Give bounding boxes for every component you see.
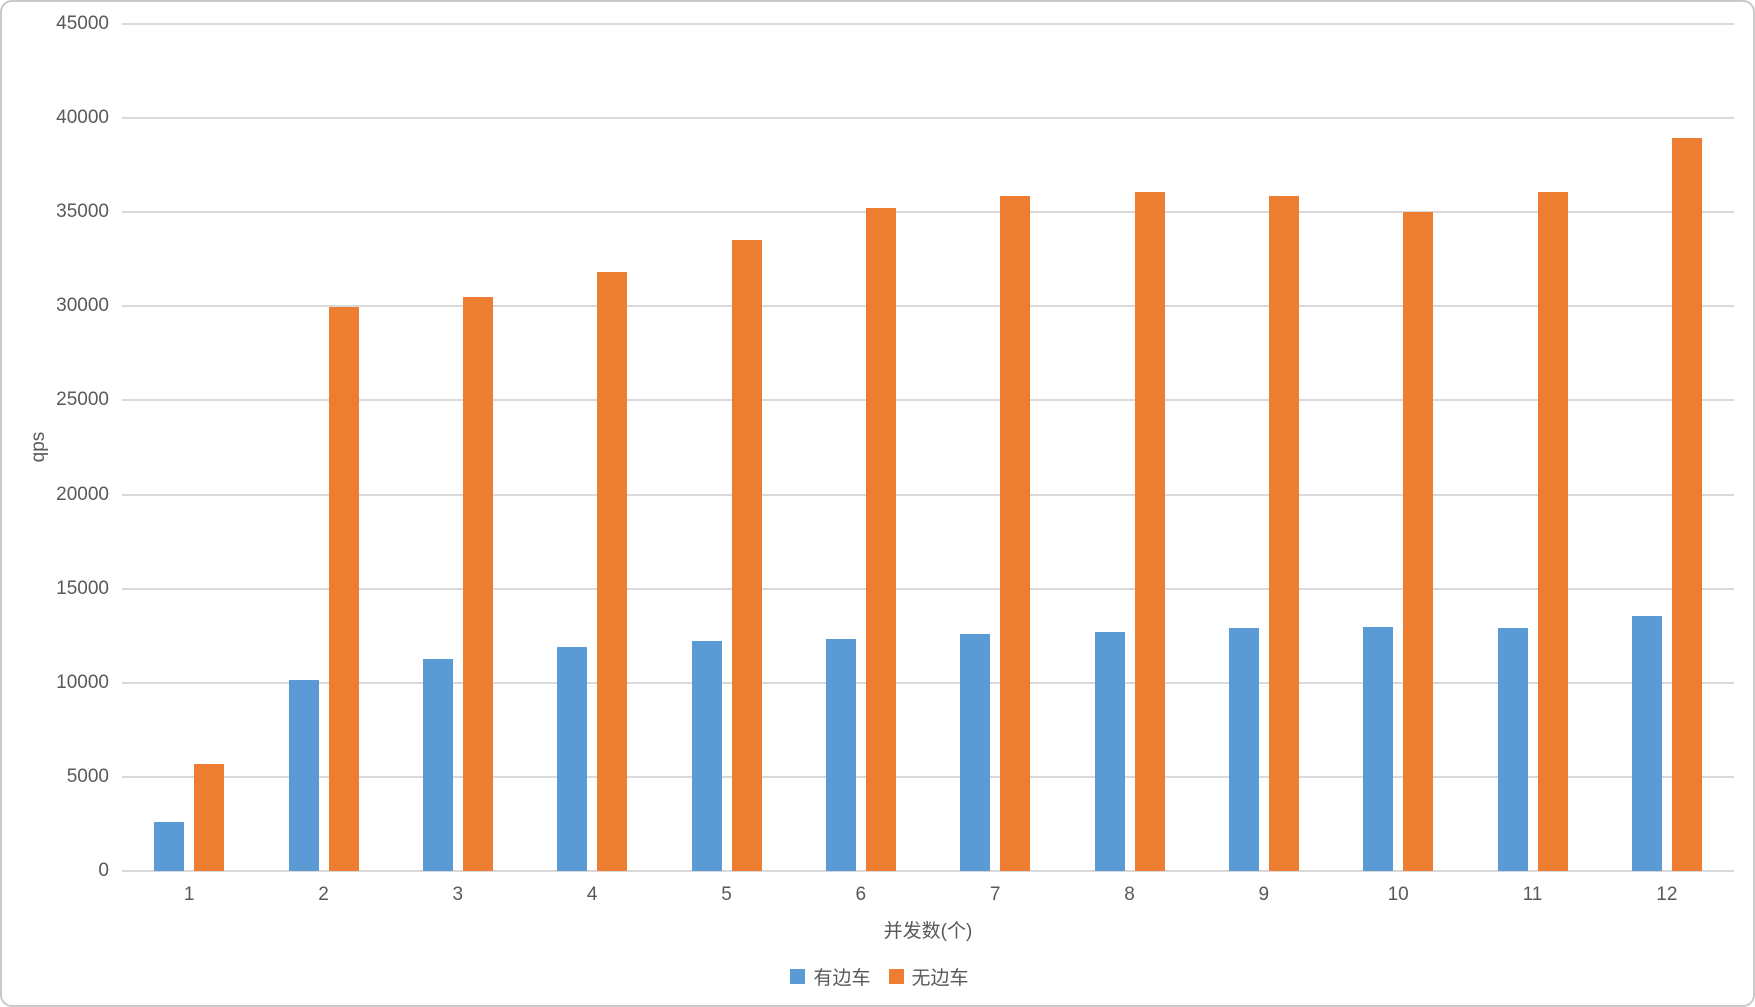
y-tick-label: 15000 xyxy=(56,577,109,599)
bar-无边车-4 xyxy=(597,272,628,871)
x-tick-label-1: 1 xyxy=(183,884,195,905)
y-tick-label: 45000 xyxy=(56,13,109,34)
bar-无边车-9 xyxy=(1268,196,1299,871)
bar-无边车-6 xyxy=(865,208,896,871)
gridline-30000 xyxy=(122,305,1734,308)
bar-有边车-11 xyxy=(1497,628,1528,871)
x-tick-label-2: 2 xyxy=(318,884,329,905)
bar-无边车-5 xyxy=(731,239,762,871)
bar-有边车-9 xyxy=(1228,628,1259,871)
gridline-20000 xyxy=(122,493,1734,496)
legend: 有边车 无边车 xyxy=(2,963,1753,990)
bar-有边车-12 xyxy=(1631,615,1662,871)
y-tick-label: 35000 xyxy=(56,201,109,223)
bar-无边车-3 xyxy=(462,296,493,871)
x-tick-label-3: 3 xyxy=(452,884,464,905)
bar-有边车-7 xyxy=(960,633,991,871)
y-tick-label: 40000 xyxy=(56,107,109,129)
x-tick-label-6: 6 xyxy=(855,884,867,905)
legend-item-有边车: 有边车 xyxy=(790,963,871,990)
x-tick-label-7: 7 xyxy=(989,884,1001,905)
gridline-10000 xyxy=(122,681,1734,684)
gridline-45000 xyxy=(122,23,1734,25)
y-tick-label: 10000 xyxy=(56,671,109,693)
y-tick-label: 20000 xyxy=(56,483,109,505)
bar-有边车-10 xyxy=(1363,627,1394,871)
x-axis-title: 并发数(个) xyxy=(883,921,973,942)
legend-swatch-icon xyxy=(790,969,806,984)
y-axis-title: qps xyxy=(28,431,49,463)
x-tick-label-8: 8 xyxy=(1124,884,1135,905)
gridline-5000 xyxy=(122,775,1734,778)
y-tick-label: 25000 xyxy=(56,389,109,411)
bar-有边车-4 xyxy=(557,647,588,871)
bar-有边车-5 xyxy=(691,641,722,871)
bar-无边车-10 xyxy=(1403,212,1434,871)
y-tick-label: 0 xyxy=(98,860,109,881)
bar-有边车-3 xyxy=(422,659,453,871)
legend-label: 无边车 xyxy=(911,968,969,989)
bar-无边车-1 xyxy=(194,763,225,871)
x-tick-label-9: 9 xyxy=(1258,884,1270,905)
legend-label: 有边车 xyxy=(813,968,871,989)
x-tick-label-10: 10 xyxy=(1387,884,1409,905)
x-tick-label-5: 5 xyxy=(721,884,732,905)
gridline-35000 xyxy=(122,211,1734,214)
y-tick-label: 30000 xyxy=(56,295,109,317)
legend-item-无边车: 无边车 xyxy=(888,963,969,990)
x-tick-label-12: 12 xyxy=(1656,884,1678,905)
x-tick-label-4: 4 xyxy=(586,884,598,905)
bar-有边车-8 xyxy=(1094,631,1125,871)
bar-有边车-6 xyxy=(825,638,856,871)
y-tick-label: 5000 xyxy=(66,765,109,787)
gridline-25000 xyxy=(122,399,1734,402)
gridline-15000 xyxy=(122,587,1734,590)
bar-无边车-7 xyxy=(1000,196,1031,871)
bar-无边车-12 xyxy=(1671,137,1702,871)
bar-无边车-2 xyxy=(328,307,359,871)
gridline-40000 xyxy=(122,117,1734,120)
x-tick-label-11: 11 xyxy=(1522,884,1543,905)
bar-无边车-8 xyxy=(1134,192,1165,871)
gridline-0 xyxy=(122,870,1734,872)
legend-swatch-icon xyxy=(888,969,904,984)
bar-无边车-11 xyxy=(1537,191,1568,871)
plot-area xyxy=(122,23,1734,872)
bar-有边车-2 xyxy=(288,679,319,871)
bar-有边车-1 xyxy=(154,822,185,871)
